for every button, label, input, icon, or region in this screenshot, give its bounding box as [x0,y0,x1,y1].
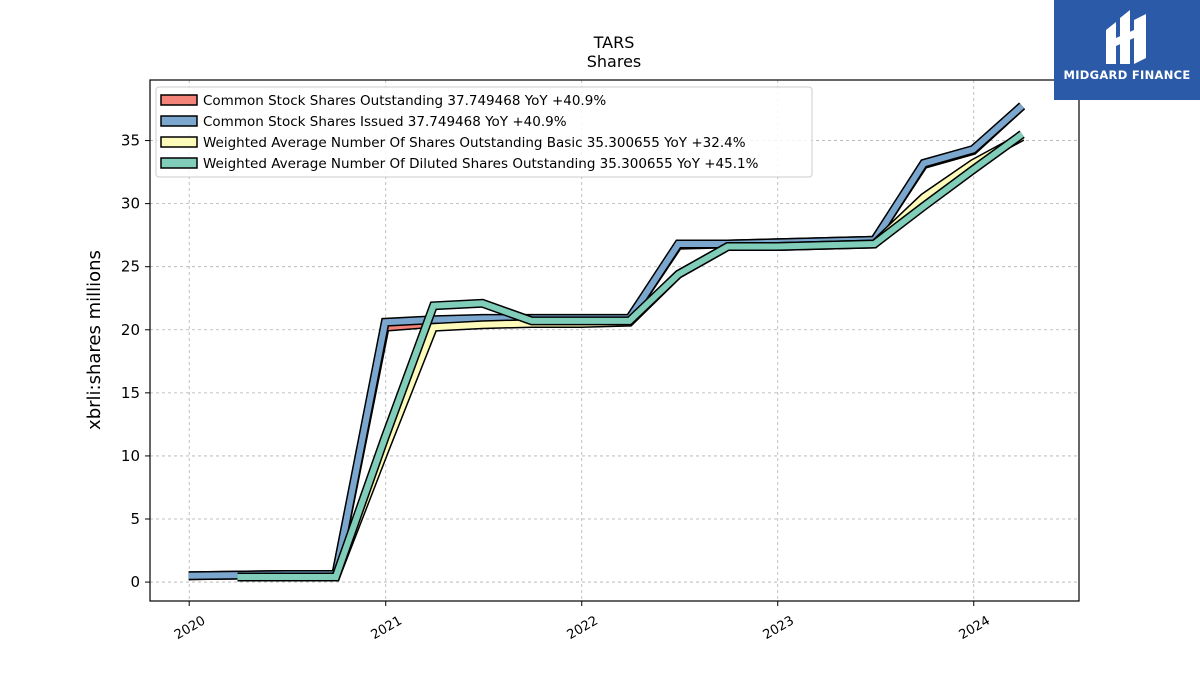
y-tick-label: 20 [121,321,140,339]
y-tick-label: 5 [130,510,140,528]
legend-swatch [160,136,198,148]
y-tick-label: 0 [130,573,140,591]
legend-label: Weighted Average Number Of Diluted Share… [203,156,759,172]
chart-subtitle: Shares [587,52,642,71]
y-tick-label: 30 [121,195,140,213]
y-tick-label: 35 [121,132,140,150]
x-tick-label: 2020 [172,613,208,643]
legend-swatch [160,94,198,106]
brand-name: MIDGARD FINANCE [1063,68,1191,82]
y-tick-label: 10 [121,447,140,465]
legend-label: Weighted Average Number Of Shares Outsta… [203,135,746,151]
chart-title: TARS [593,33,635,52]
series-line [237,131,1024,580]
x-tick-label: 2021 [369,613,405,643]
x-tick-label: 2024 [957,613,993,643]
legend-label: Common Stock Shares Outstanding 37.74946… [203,93,606,109]
brand-logo: MIDGARD FINANCE [1054,0,1200,100]
y-tick-label: 15 [121,384,140,402]
legend-swatch [160,115,198,127]
series-lines [188,102,1026,582]
legend-swatch [160,157,198,169]
brand-mark-icon [1106,10,1146,64]
y-axis-label: xbrli:shares millions [84,250,105,430]
plot-frame [149,79,1080,602]
legend: Common Stock Shares Outstanding 37.74946… [155,86,813,178]
legend-label: Common Stock Shares Issued 37.749468 YoY… [203,114,567,130]
y-tick-label: 25 [121,258,140,276]
x-tick-label: 2023 [761,613,797,643]
axis-ticks: 0 5 10 15 20 25 30 35 2020 2021 2022 2023 2024 [121,132,993,643]
x-tick-label: 2022 [565,613,601,643]
legend-box [155,86,813,178]
